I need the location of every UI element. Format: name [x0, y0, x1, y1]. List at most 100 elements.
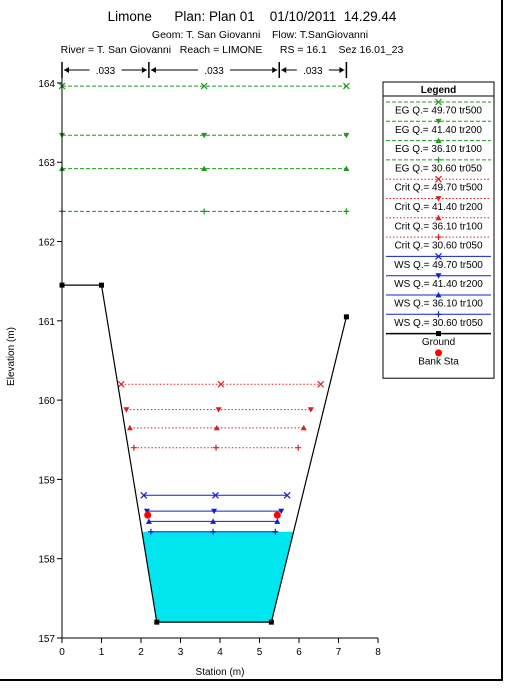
y-tick-label-4: 161 [38, 317, 55, 328]
y-axis-label: Elevation (m) [6, 327, 17, 386]
manning-head-left-2 [281, 67, 287, 73]
series-marker-0-2 [342, 82, 350, 90]
y-tick-label-3: 160 [38, 396, 55, 407]
x-tick-label-2: 2 [138, 647, 144, 658]
x-tick-label-3: 3 [178, 647, 184, 658]
legend-item-9: WS Q.= 41.40 tr200 [394, 279, 483, 290]
series-marker-5-0 [123, 407, 130, 413]
y-tick-label-6: 163 [38, 158, 55, 169]
legend-marker-8 [435, 252, 442, 260]
series-marker-7-2 [295, 444, 302, 451]
legend-item-0: EG Q.= 49.70 tr500 [395, 106, 482, 117]
x-tick-label-8: 8 [375, 647, 381, 658]
legend-box [382, 81, 495, 379]
legend-item-3: EG Q.= 30.60 tr050 [395, 163, 482, 174]
river-reach-line: River = T. San Giovanni Reach = LIMONE R… [61, 44, 404, 56]
x-tick-label-0: 0 [59, 647, 65, 658]
series-marker-3-2 [343, 208, 350, 215]
manning-value-2: .033 [303, 66, 323, 77]
series-marker-4-1 [217, 380, 225, 388]
series-marker-10-2 [274, 518, 281, 524]
ground-point-1 [99, 282, 104, 288]
manning-value-0: .033 [96, 66, 116, 77]
manning-head-right-2 [339, 67, 345, 73]
manning-head-left-0 [64, 67, 69, 73]
series-marker-11-1 [210, 528, 217, 535]
legend-marker-7 [435, 234, 442, 241]
series-marker-8-0 [140, 491, 148, 499]
series-marker-4-2 [317, 380, 325, 388]
series-marker-11-0 [147, 528, 154, 535]
legend-item-11: WS Q.= 30.60 tr050 [394, 318, 483, 329]
legend-marker-12 [436, 331, 441, 337]
bank-station-0 [144, 511, 152, 519]
manning-value-1: .033 [204, 66, 224, 77]
legend-marker-5 [435, 196, 442, 202]
legend-marker-4 [435, 175, 442, 183]
x-tick-label-5: 5 [257, 647, 263, 658]
ground-point-3 [268, 619, 274, 625]
series-marker-10-0 [145, 518, 152, 524]
series-marker-8-2 [283, 491, 291, 499]
legend-item-10: WS Q.= 36.10 tr100 [394, 299, 483, 310]
x-tick-label-7: 7 [336, 647, 342, 658]
series-marker-9-2 [278, 508, 285, 515]
series-marker-10-1 [210, 518, 217, 524]
geometry-flow-line: Geom: T. San Giovanni Flow: T.SanGiovann… [152, 29, 368, 41]
series-marker-7-1 [213, 444, 220, 451]
series-marker-11-2 [272, 528, 279, 535]
bank-station-1 [273, 511, 281, 519]
series-marker-7-0 [130, 444, 137, 451]
series-marker-6-1 [213, 424, 220, 431]
legend-item-13: Bank Sta [418, 356, 459, 367]
legend-item-8: WS Q.= 49.70 tr500 [394, 260, 483, 271]
series-marker-5-2 [307, 407, 314, 413]
manning-head-right-1 [272, 67, 278, 73]
y-tick-label-1: 158 [38, 555, 55, 566]
series-marker-6-2 [300, 424, 307, 431]
series-marker-9-0 [143, 508, 150, 515]
ground-point-4 [343, 314, 349, 320]
series-marker-1-1 [201, 132, 208, 139]
x-tick-label-6: 6 [296, 647, 302, 658]
ground-point-2 [154, 619, 160, 625]
legend-item-12: Ground [422, 337, 455, 348]
series-marker-9-1 [211, 508, 218, 515]
legend-marker-9 [435, 273, 442, 279]
legend-marker-0 [435, 98, 442, 106]
series-marker-2-1 [201, 165, 208, 171]
series-marker-1-2 [343, 132, 350, 139]
chart-title: Limone Plan: Plan 01 01/10/2011 14.29.44 [108, 9, 397, 24]
legend-item-1: EG Q.= 41.40 tr200 [395, 125, 482, 136]
series-marker-3-1 [201, 208, 208, 215]
legend-swatch-13 [435, 349, 442, 357]
x-tick-label-1: 1 [99, 647, 105, 658]
water-fill [141, 531, 294, 623]
y-tick-label-2: 159 [38, 475, 55, 486]
legend-marker-1 [435, 118, 442, 125]
legend-item-5: Crit Q.= 41.40 tr200 [394, 202, 483, 213]
legend-marker-2 [435, 137, 442, 143]
legend-marker-6 [435, 214, 442, 221]
legend-item-7: Crit Q.= 30.60 tr050 [394, 241, 483, 252]
series-marker-8-1 [212, 491, 219, 499]
legend-item-2: EG Q.= 36.10 tr100 [395, 144, 482, 155]
series-marker-2-2 [343, 165, 350, 171]
legend-marker-11 [435, 311, 442, 318]
legend-marker-10 [435, 292, 442, 298]
y-tick-label-5: 162 [38, 238, 55, 249]
legend-title: Legend [421, 85, 457, 96]
manning-head-right-0 [141, 67, 147, 73]
y-tick-label-7: 164 [38, 79, 55, 90]
series-marker-5-1 [215, 407, 222, 413]
series-marker-4-0 [117, 380, 125, 388]
y-tick-label-0: 157 [38, 634, 55, 645]
x-axis-label: Station (m) [196, 667, 245, 678]
series-marker-6-0 [126, 424, 133, 431]
legend-marker-3 [435, 156, 442, 163]
manning-head-left-1 [150, 67, 156, 73]
legend-item-4: Crit Q.= 49.70 tr500 [394, 183, 483, 194]
